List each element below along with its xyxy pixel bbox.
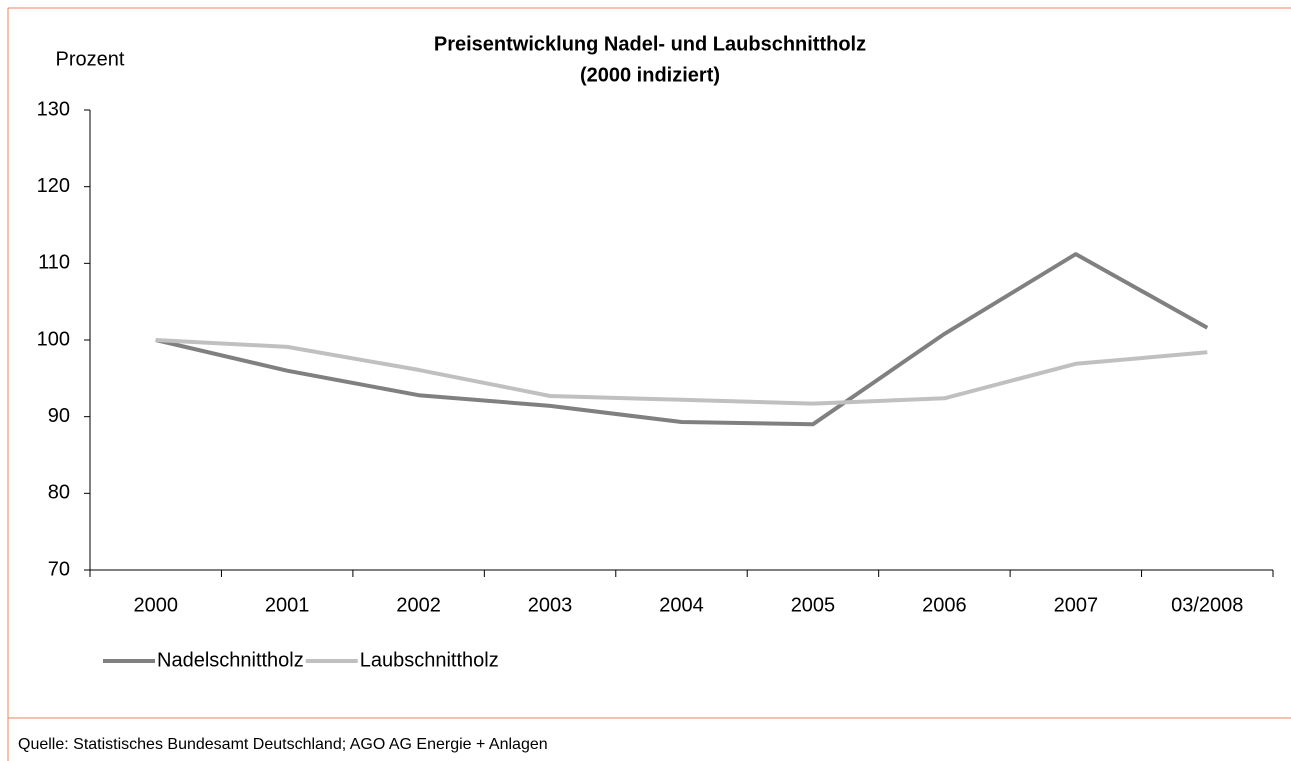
x-tick-label: 2003 (528, 594, 573, 616)
y-tick-label: 100 (37, 328, 70, 350)
y-tick-label: 90 (48, 405, 70, 427)
source-note: Quelle: Statistisches Bundesamt Deutschl… (18, 736, 548, 753)
x-tick-label: 2001 (265, 594, 310, 616)
x-tick-label: 2006 (922, 594, 967, 616)
series-line (155, 338, 1208, 406)
y-tick-label: 80 (48, 482, 70, 504)
x-tick-label: 2004 (659, 594, 704, 616)
x-tick-label: 2007 (1054, 594, 1099, 616)
y-axis-label: Prozent (56, 48, 125, 70)
chart-subtitle: (2000 indiziert) (580, 64, 720, 86)
y-tick-label: 70 (48, 558, 70, 580)
legend-label: Nadelschnittholz (157, 649, 304, 671)
y-tick-label: 110 (38, 252, 70, 274)
y-tick-label: 120 (37, 175, 70, 197)
x-tick-label: 2005 (791, 594, 836, 616)
x-tick-label: 2002 (396, 594, 441, 616)
x-tick-label: 03/2008 (1171, 594, 1243, 616)
legend-label: Laubschnittholz (360, 649, 499, 671)
chart-title: Preisentwicklung Nadel- und Laubschnitth… (434, 33, 866, 55)
y-tick-label: 130 (37, 98, 70, 120)
series-line (155, 252, 1209, 427)
x-tick-label: 2000 (133, 594, 178, 616)
